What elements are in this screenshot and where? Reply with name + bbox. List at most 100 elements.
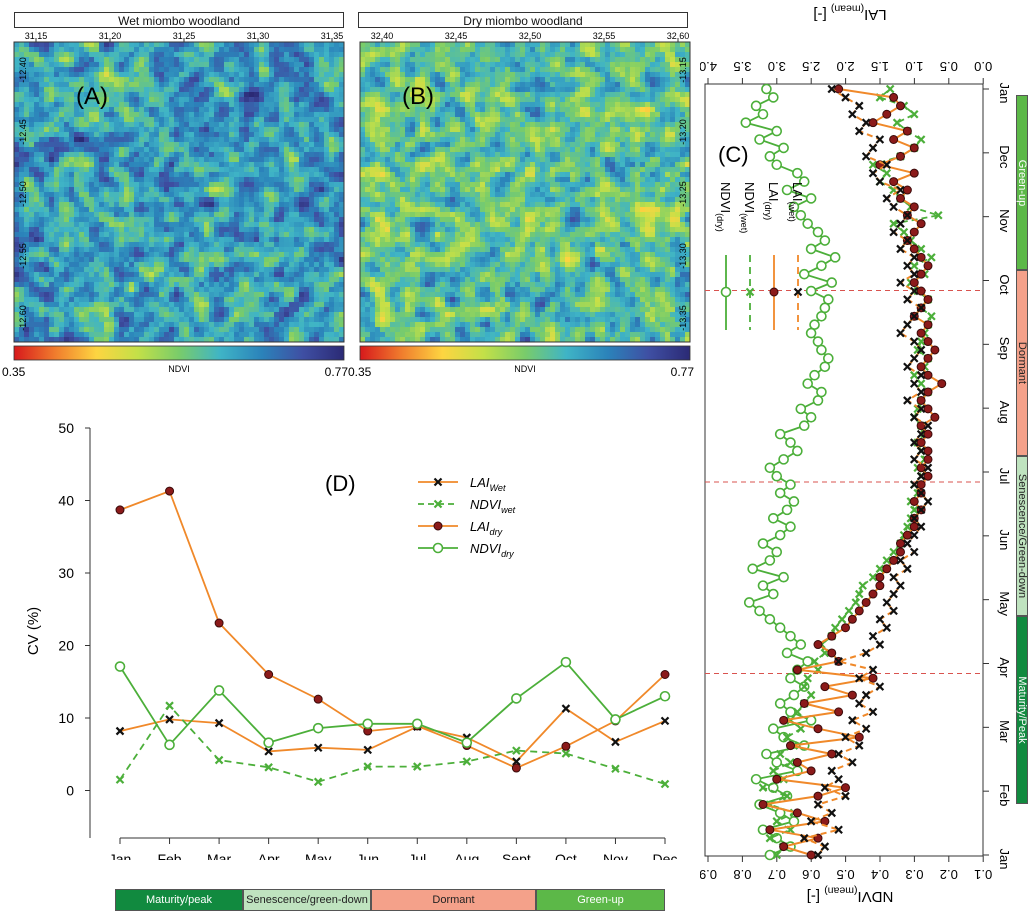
data-point xyxy=(916,387,926,397)
data-point xyxy=(889,555,899,565)
data-point xyxy=(882,598,892,607)
legend-marker xyxy=(720,286,732,298)
lai-tick-label: 0.0 xyxy=(974,59,992,74)
data-point xyxy=(757,580,769,591)
data-point xyxy=(923,387,933,397)
data-point xyxy=(868,118,878,128)
data-point xyxy=(660,779,670,789)
data-point xyxy=(795,209,807,221)
data-point xyxy=(916,471,926,481)
data-point xyxy=(827,631,837,641)
data-point xyxy=(896,539,905,549)
data-point xyxy=(909,379,919,388)
data-point xyxy=(847,614,857,624)
series-lai-wet xyxy=(115,704,670,766)
data-point xyxy=(775,749,785,759)
lai-tick-label: 4.0 xyxy=(700,59,717,74)
y-tick-label: 40 xyxy=(58,493,74,509)
data-point xyxy=(805,411,817,423)
data-point xyxy=(795,639,807,650)
phase-senescence-green-down: Senescence/green-down xyxy=(243,889,371,911)
data-point xyxy=(916,345,926,355)
data-point xyxy=(854,606,864,616)
y-tick-label: 10 xyxy=(58,710,74,726)
ndvi-tick-label: 0.8 xyxy=(733,867,751,882)
x-tick-label: Mar xyxy=(207,851,231,860)
lai-tick-label: 0.5 xyxy=(940,59,958,74)
map-panel-label: (A) xyxy=(76,83,108,110)
data-point xyxy=(799,833,809,843)
data-point xyxy=(771,546,783,558)
data-point xyxy=(909,370,919,380)
data-point xyxy=(782,732,792,742)
data-point xyxy=(892,118,902,127)
data-point xyxy=(813,724,823,734)
ndvi-axis-label: NDVI(mean) [-] xyxy=(807,885,894,906)
data-point xyxy=(854,699,864,708)
data-point xyxy=(923,454,933,464)
phase-green-up: Green-up xyxy=(1016,95,1028,270)
data-point xyxy=(834,707,844,717)
data-point xyxy=(923,429,933,439)
data-point xyxy=(362,718,374,730)
data-point xyxy=(854,126,864,136)
data-point xyxy=(803,673,812,683)
data-point xyxy=(792,665,802,675)
map-y-tick-label: -12.40 xyxy=(18,57,28,83)
data-point xyxy=(923,471,933,481)
data-point xyxy=(916,135,926,144)
data-point xyxy=(923,261,933,271)
ndvi-tick-label: 0.2 xyxy=(940,867,958,882)
x-tick-label: Dec xyxy=(653,851,678,860)
data-point xyxy=(819,235,831,246)
legend-label: LAIWet xyxy=(470,475,506,493)
data-point xyxy=(313,777,323,787)
data-point xyxy=(868,572,878,582)
data-point xyxy=(788,201,800,213)
data-point xyxy=(761,83,772,95)
series-line xyxy=(119,704,666,785)
data-point xyxy=(868,631,878,641)
data-point xyxy=(740,117,752,128)
data-point xyxy=(875,640,885,649)
data-point xyxy=(813,640,823,650)
data-point xyxy=(916,438,926,448)
data-point xyxy=(772,850,782,860)
data-point xyxy=(816,260,827,272)
data-point xyxy=(561,704,571,713)
data-point xyxy=(882,194,892,203)
data-point xyxy=(844,606,854,616)
data-point xyxy=(785,706,796,718)
data-point xyxy=(313,694,323,704)
data-point xyxy=(213,685,225,696)
data-point xyxy=(916,446,926,456)
data-point xyxy=(754,134,765,145)
data-point xyxy=(934,210,943,220)
map-x-ticks: 32.40 32.45 32.50 32.55 32.60 xyxy=(371,31,689,42)
data-point xyxy=(848,758,857,767)
data-point xyxy=(927,311,936,321)
data-point xyxy=(851,598,861,607)
ndvi-ticks: 0.9 0.8 0.7 0.6 0.5 0.4 0.3 0.2 0.1 xyxy=(700,856,992,882)
data-point xyxy=(923,463,933,473)
data-point xyxy=(785,479,796,490)
data-point xyxy=(778,142,789,154)
map-x-tick-label: 32.55 xyxy=(593,31,616,41)
data-point xyxy=(889,219,898,228)
data-point xyxy=(903,320,912,329)
data-point xyxy=(916,505,926,515)
x-tick-label: Jan xyxy=(109,851,132,860)
data-point xyxy=(834,657,843,666)
data-point xyxy=(923,404,933,414)
map-y-ticks: -12.40 -12.45 -12.50 -12.55 -12.60 xyxy=(18,57,28,331)
data-point xyxy=(802,656,813,667)
data-point xyxy=(806,690,816,700)
ndvi-tick-label: 0.5 xyxy=(837,867,855,882)
data-point xyxy=(757,108,769,120)
legend-marker xyxy=(793,287,803,297)
legend-marker xyxy=(433,477,443,487)
data-point xyxy=(263,737,274,748)
legend-label: LAI(wet) xyxy=(787,182,805,222)
map-y-tick-label: -13.25 xyxy=(678,181,688,207)
data-point xyxy=(916,480,926,490)
